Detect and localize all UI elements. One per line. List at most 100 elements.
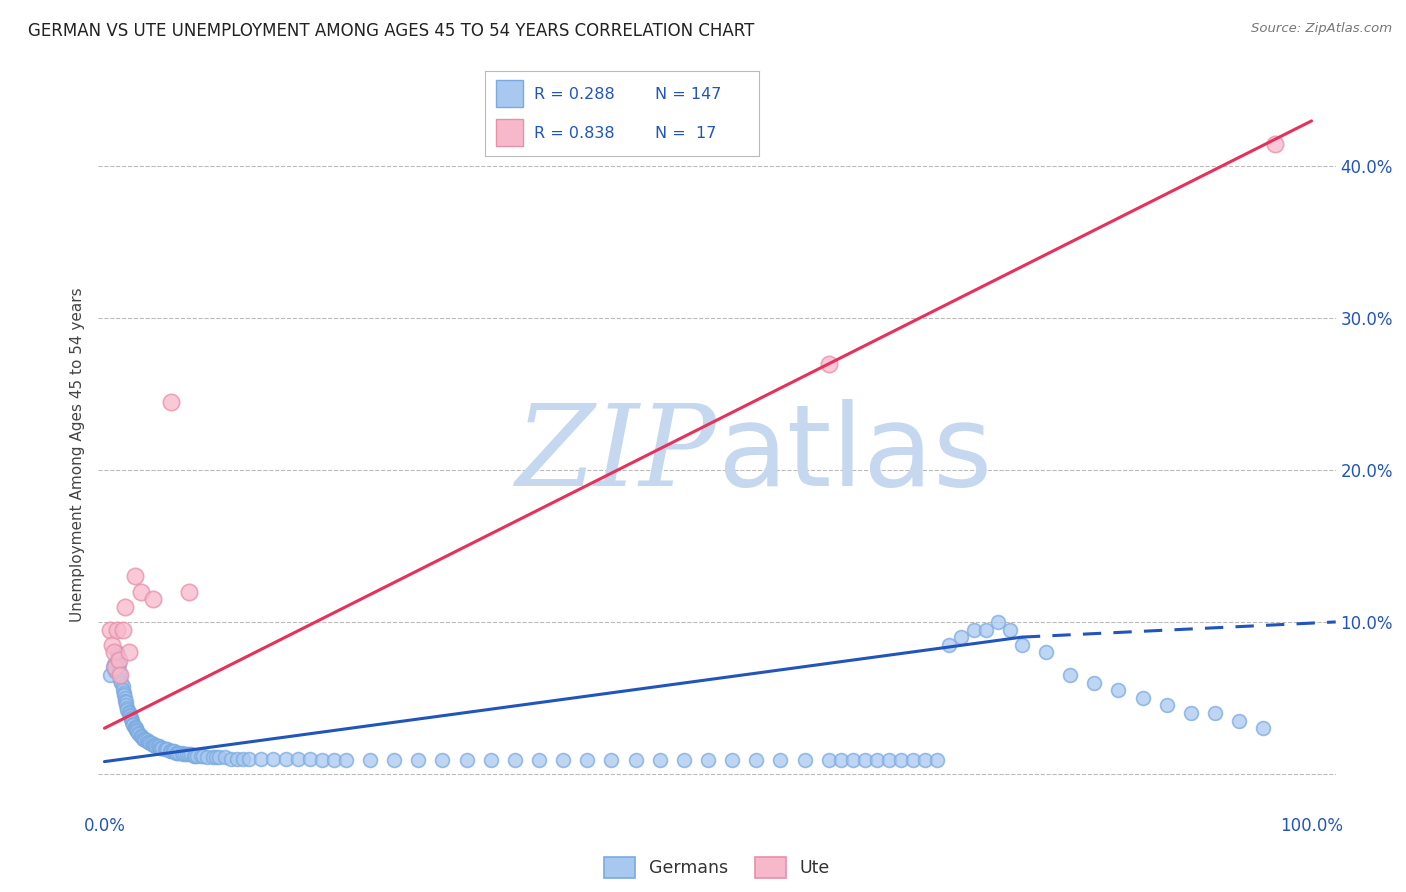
Point xyxy=(142,738,165,752)
Point xyxy=(287,751,309,765)
Point xyxy=(600,753,623,767)
Point xyxy=(219,751,242,765)
Point xyxy=(117,701,139,715)
Point xyxy=(100,623,122,637)
Point xyxy=(148,739,170,754)
Point xyxy=(115,695,138,709)
Point xyxy=(927,753,949,767)
Point xyxy=(124,720,146,734)
Point xyxy=(408,753,430,767)
Point xyxy=(793,753,815,767)
Text: GERMAN VS UTE UNEMPLOYMENT AMONG AGES 45 TO 54 YEARS CORRELATION CHART: GERMAN VS UTE UNEMPLOYMENT AMONG AGES 45… xyxy=(28,22,755,40)
Point xyxy=(1251,721,1274,735)
Point xyxy=(169,746,191,760)
Point xyxy=(118,707,141,722)
Point xyxy=(938,638,960,652)
Point xyxy=(162,744,184,758)
Point xyxy=(479,753,502,767)
Point xyxy=(108,653,131,667)
Point xyxy=(890,753,912,767)
Point xyxy=(576,753,599,767)
Point xyxy=(335,753,357,767)
Point xyxy=(553,753,575,767)
Point xyxy=(624,753,647,767)
Point xyxy=(129,584,152,599)
Text: N = 147: N = 147 xyxy=(655,87,721,102)
Point xyxy=(135,733,157,747)
Point xyxy=(1132,690,1154,705)
Point xyxy=(139,736,162,750)
Point xyxy=(160,744,183,758)
Point xyxy=(104,660,127,674)
Point xyxy=(1264,136,1286,151)
Point xyxy=(160,394,183,409)
Point xyxy=(962,623,984,637)
Point xyxy=(232,751,254,765)
Point xyxy=(107,648,129,663)
Point xyxy=(100,668,122,682)
Point xyxy=(108,673,131,687)
Point xyxy=(238,751,260,765)
Point xyxy=(193,748,215,763)
Point xyxy=(1083,675,1105,690)
Point xyxy=(1204,706,1226,720)
Point xyxy=(134,733,156,747)
Point xyxy=(155,742,177,756)
Point xyxy=(1011,638,1033,652)
Point xyxy=(311,753,333,767)
Point xyxy=(108,668,131,682)
Point xyxy=(322,753,344,767)
Point xyxy=(103,657,125,672)
Point xyxy=(987,615,1010,629)
Point xyxy=(1035,645,1057,659)
Point xyxy=(672,753,695,767)
Point xyxy=(152,741,174,756)
Point xyxy=(359,753,381,767)
Point xyxy=(208,750,231,764)
Point xyxy=(527,753,550,767)
Text: R = 0.288: R = 0.288 xyxy=(534,87,616,102)
Point xyxy=(105,623,128,637)
Point xyxy=(274,751,297,765)
Point xyxy=(877,753,900,767)
Point xyxy=(382,753,405,767)
Point xyxy=(177,584,200,599)
Point xyxy=(204,750,226,764)
Point xyxy=(121,715,143,730)
Point xyxy=(432,753,454,767)
Point xyxy=(134,731,156,746)
Point xyxy=(456,753,478,767)
Point xyxy=(186,748,208,763)
Point xyxy=(866,753,889,767)
Point xyxy=(111,679,134,693)
Point xyxy=(125,721,148,735)
Point xyxy=(648,753,671,767)
Legend: Germans, Ute: Germans, Ute xyxy=(598,850,837,885)
Point xyxy=(998,623,1021,637)
Point xyxy=(114,599,136,614)
Point xyxy=(115,698,138,713)
Point xyxy=(121,714,143,728)
Y-axis label: Unemployment Among Ages 45 to 54 years: Unemployment Among Ages 45 to 54 years xyxy=(69,287,84,623)
Point xyxy=(184,748,207,763)
Text: R = 0.838: R = 0.838 xyxy=(534,126,614,141)
Point xyxy=(903,753,925,767)
Point xyxy=(125,724,148,739)
Point xyxy=(124,569,146,583)
Point xyxy=(950,630,973,644)
Point xyxy=(142,738,165,752)
Point xyxy=(745,753,768,767)
Point xyxy=(153,742,176,756)
Bar xyxy=(496,80,523,107)
Point xyxy=(817,357,839,371)
Point xyxy=(190,748,212,763)
Point xyxy=(1059,668,1081,682)
Point xyxy=(149,741,172,756)
Point xyxy=(1180,706,1202,720)
Point xyxy=(100,638,122,652)
Point xyxy=(120,710,142,724)
Point xyxy=(172,747,194,761)
Point xyxy=(132,731,155,746)
Point xyxy=(118,709,141,723)
Point xyxy=(150,741,173,756)
